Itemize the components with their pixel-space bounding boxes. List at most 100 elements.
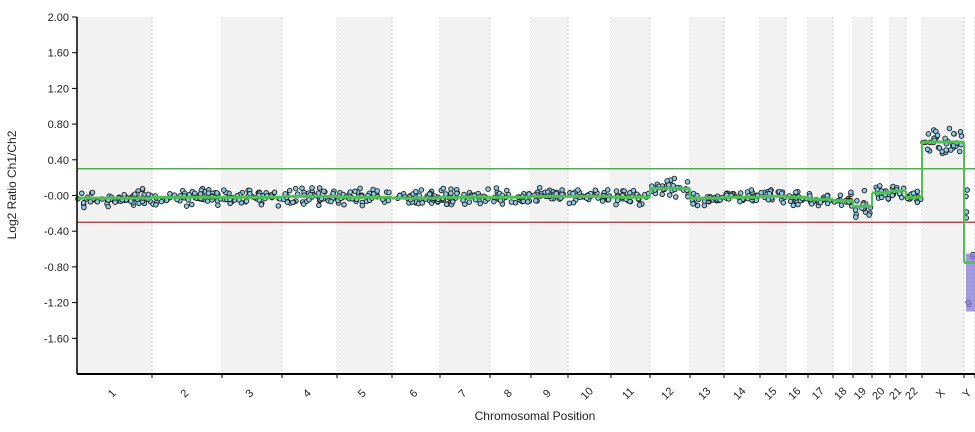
x-tick-label-2: 2: [178, 387, 191, 400]
data-point: [374, 188, 380, 194]
data-point: [592, 187, 599, 193]
y-tick-label: 2.00: [48, 12, 69, 24]
data-point: [112, 199, 118, 205]
data-point: [258, 201, 265, 208]
data-point: [328, 198, 334, 205]
data-point: [341, 201, 347, 208]
data-point: [504, 187, 510, 194]
data-points: [75, 125, 975, 308]
data-point: [630, 187, 637, 194]
data-point: [385, 197, 392, 204]
y-tick-label: -0.80: [44, 262, 69, 274]
data-point: [958, 133, 965, 139]
data-point: [197, 191, 204, 197]
x-tick-label-6: 6: [407, 387, 420, 400]
data-point: [942, 135, 948, 142]
data-point: [443, 201, 450, 208]
data-point: [956, 148, 963, 155]
data-point: [271, 189, 278, 196]
data-point: [440, 185, 447, 192]
x-tick-label-20: 20: [870, 385, 887, 402]
data-point: [853, 214, 859, 220]
data-point: [943, 147, 949, 153]
data-point: [852, 207, 859, 213]
data-point: [290, 199, 296, 206]
data-point: [765, 196, 772, 203]
data-point: [359, 202, 366, 209]
data-point: [790, 202, 797, 209]
data-point: [306, 196, 312, 203]
data-point: [477, 200, 483, 207]
segment-lines: [77, 140, 975, 312]
chromosome-band-X: [922, 17, 964, 374]
data-point: [309, 185, 315, 191]
data-point: [536, 184, 543, 191]
data-point: [321, 188, 327, 194]
data-point: [533, 197, 539, 204]
data-point: [386, 189, 392, 196]
data-point: [957, 129, 964, 135]
data-point: [684, 179, 691, 185]
data-point: [89, 189, 96, 196]
data-point: [94, 199, 101, 205]
data-point: [737, 198, 743, 205]
data-point: [299, 185, 305, 191]
data-point: [247, 191, 253, 197]
data-point: [508, 199, 515, 205]
data-point: [787, 198, 794, 205]
x-tick-label-1: 1: [106, 387, 119, 400]
x-tick-label-12: 12: [659, 385, 676, 402]
y-tick-label: 0.80: [48, 119, 69, 131]
data-point: [659, 191, 665, 198]
data-point: [443, 191, 449, 197]
y-tick-label: -0.00: [44, 191, 69, 203]
data-point: [889, 192, 896, 199]
data-point: [925, 131, 932, 137]
data-point: [599, 198, 606, 204]
data-point: [347, 189, 353, 195]
data-point: [936, 145, 943, 151]
data-point: [566, 200, 573, 206]
data-point: [204, 198, 211, 204]
data-point: [808, 201, 815, 207]
data-point: [525, 199, 531, 205]
data-point: [575, 187, 581, 193]
data-point: [824, 192, 831, 199]
x-tick-label-18: 18: [832, 385, 849, 402]
data-point: [275, 203, 282, 209]
data-point: [914, 188, 921, 195]
data-point: [145, 191, 152, 198]
x-tick-label-19: 19: [852, 385, 869, 402]
data-point: [315, 190, 322, 196]
y-tick-label: 1.20: [48, 83, 69, 95]
data-point: [284, 199, 291, 205]
threshold-lines: [77, 168, 975, 223]
data-point: [964, 187, 970, 193]
data-point: [132, 191, 138, 197]
chromosome-band-19: [853, 17, 872, 374]
data-point: [866, 212, 872, 218]
data-point: [87, 199, 94, 205]
data-point: [215, 202, 221, 208]
axes: [72, 16, 975, 378]
y-tick-label: 0.40: [48, 155, 69, 167]
data-point: [934, 132, 941, 139]
data-point: [352, 188, 358, 195]
data-point: [793, 189, 799, 195]
x-tick-label-15: 15: [762, 385, 779, 402]
data-point: [426, 191, 433, 197]
data-point: [466, 199, 473, 205]
data-point: [214, 190, 220, 196]
y-tick-label: -1.60: [44, 333, 69, 345]
y-axis-title: Log2 Ratio Ch1/Ch2: [5, 130, 19, 239]
data-point: [286, 187, 293, 194]
y-tick-label: -1.20: [44, 298, 69, 310]
x-tick-label-Y: Y: [961, 387, 975, 401]
x-tick-label-22: 22: [903, 385, 920, 402]
data-point: [636, 202, 643, 208]
data-point: [526, 191, 532, 197]
data-point: [105, 203, 111, 210]
data-point: [81, 204, 87, 211]
